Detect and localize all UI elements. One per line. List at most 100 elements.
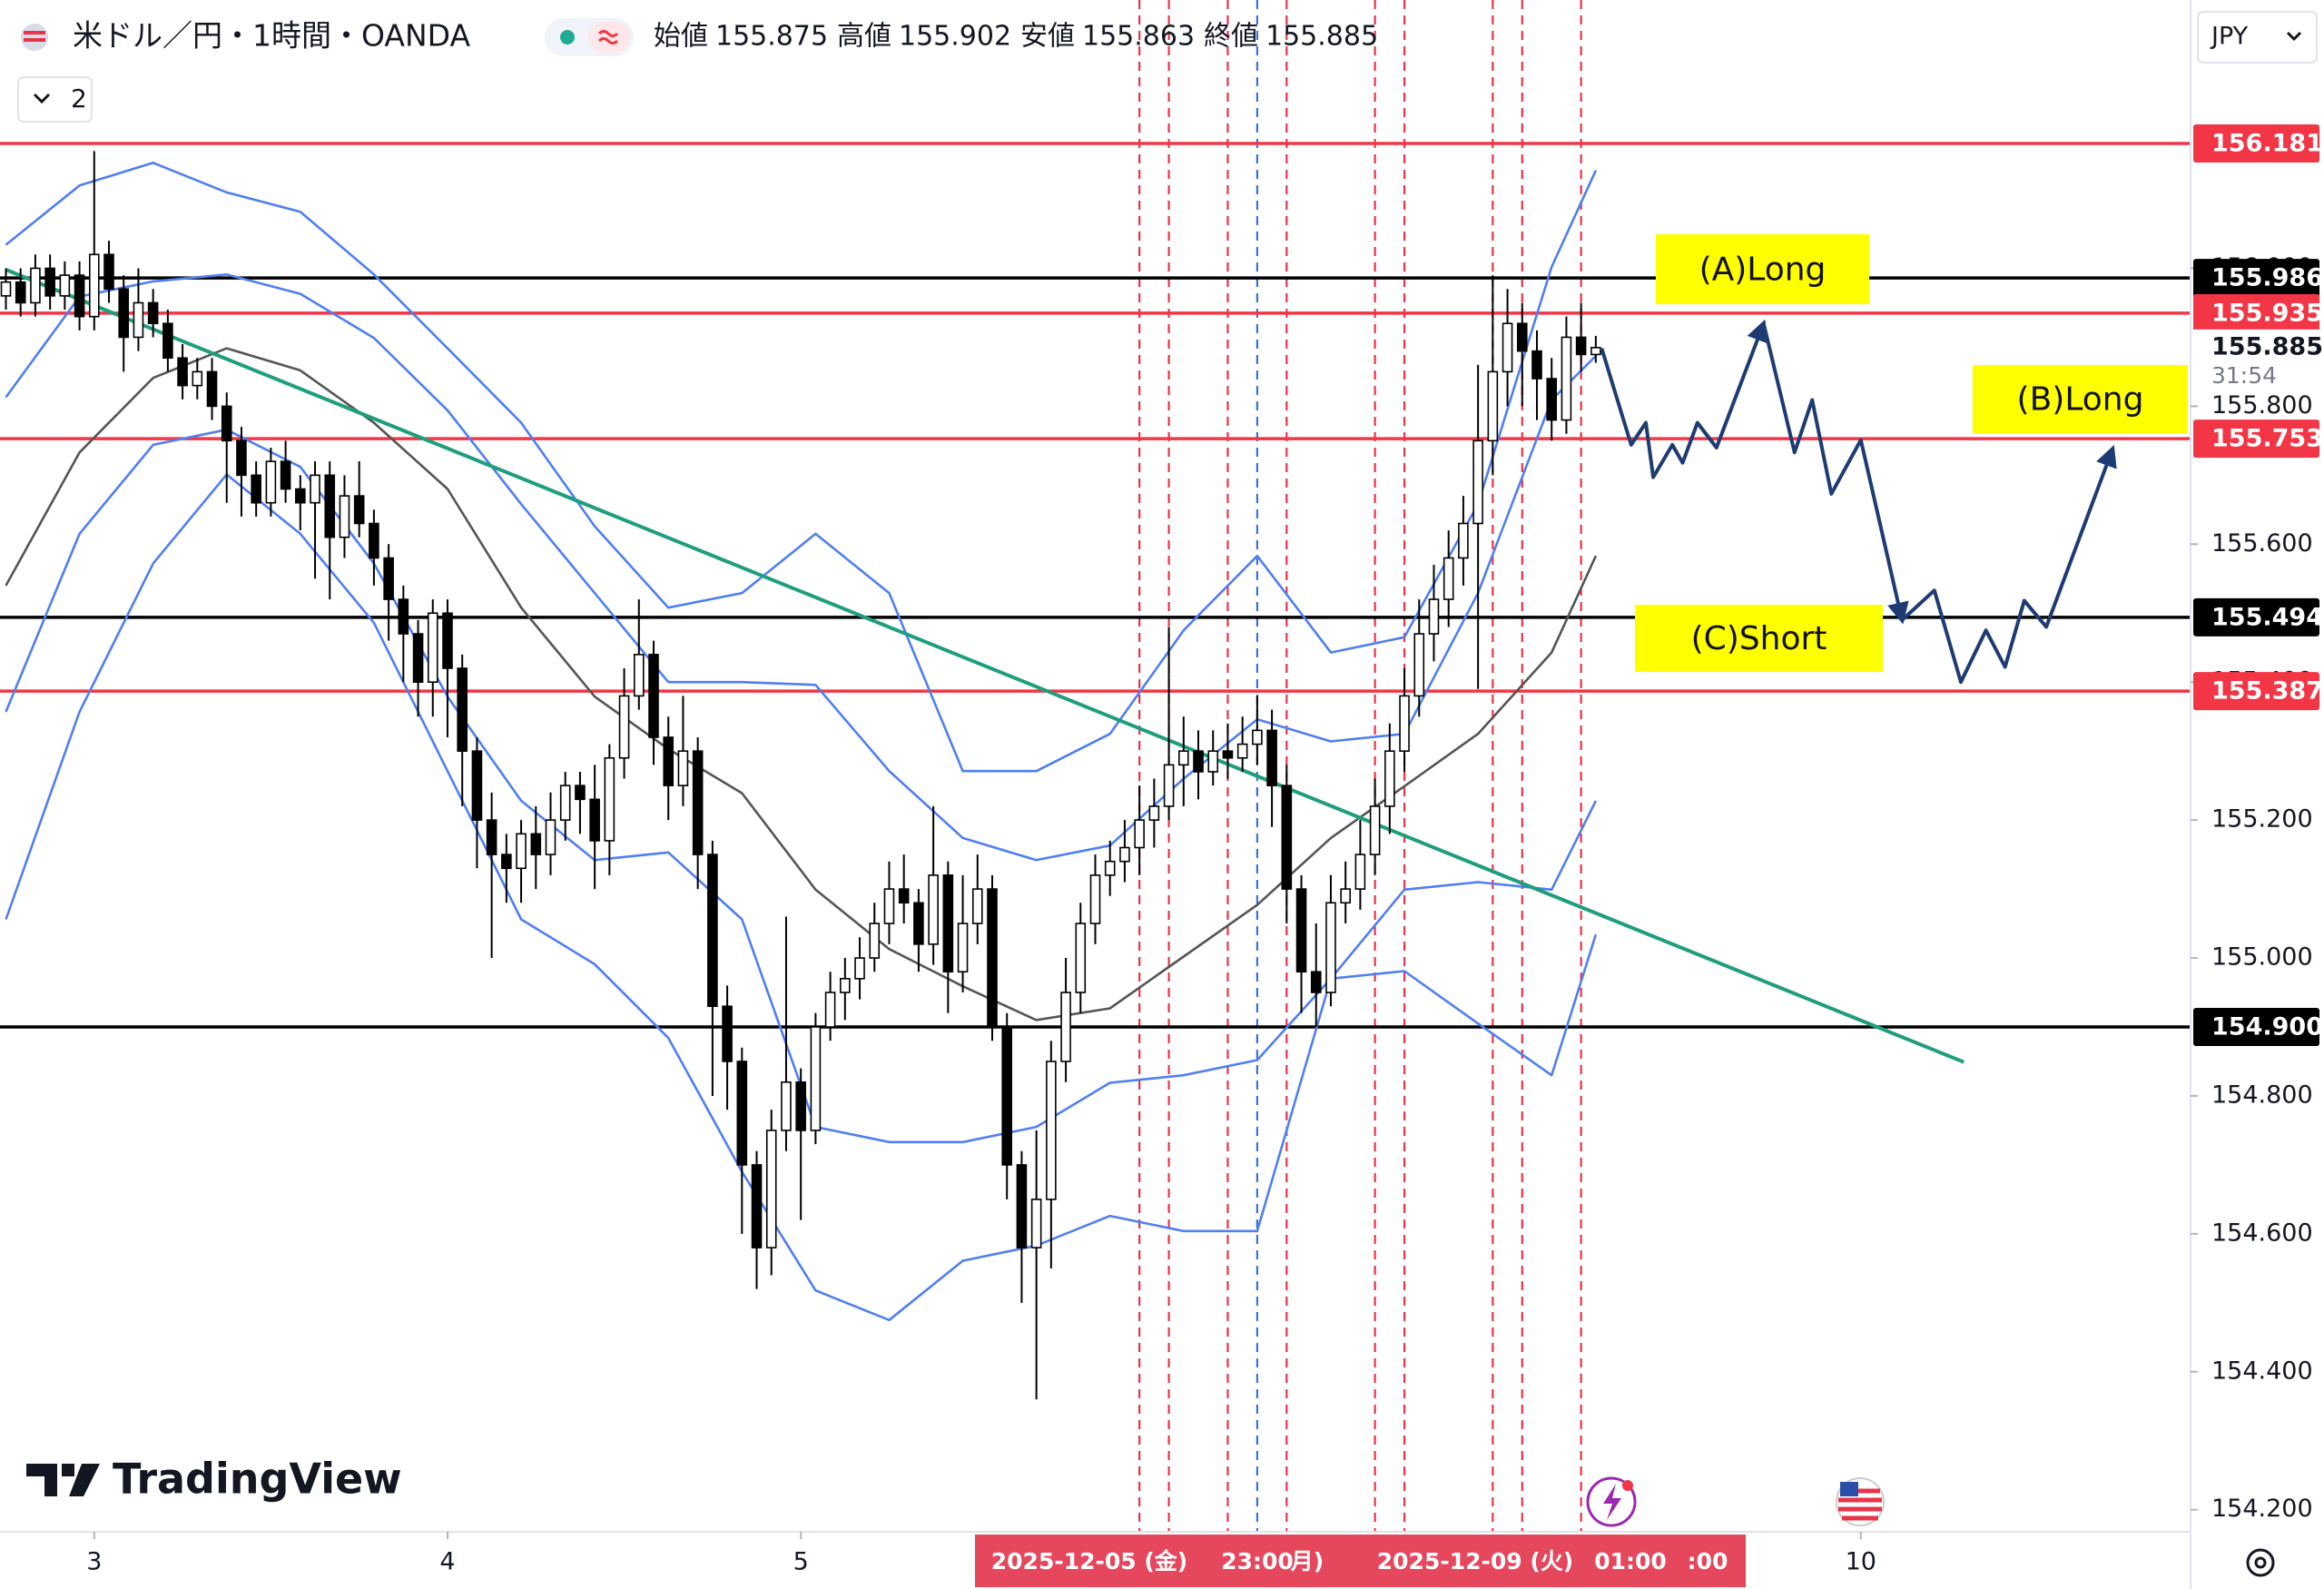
delay-icon <box>597 30 619 44</box>
candle-body <box>1177 750 1189 766</box>
candle-body <box>869 923 881 959</box>
candle-body <box>1134 819 1145 849</box>
candle-body <box>1030 1199 1042 1248</box>
candle-body <box>1458 522 1469 559</box>
brand: TradingView <box>26 1455 402 1504</box>
candle-body <box>353 495 365 525</box>
y-tick-label: 154.400 <box>2211 1357 2313 1385</box>
indicator-toggle[interactable] <box>17 76 93 123</box>
candle-body <box>1075 923 1087 993</box>
candle-body <box>339 495 350 538</box>
brand-name: TradingView <box>113 1455 402 1504</box>
time-highlight <box>975 1535 1746 1587</box>
flag-stripes <box>1838 1488 1882 1521</box>
candle-body <box>133 301 144 339</box>
candle-body <box>1516 322 1528 352</box>
candle-body <box>692 750 704 855</box>
candle-body <box>427 612 438 684</box>
candle-body <box>1575 336 1587 356</box>
candle-body <box>103 253 114 291</box>
candle-body <box>1428 598 1440 635</box>
ohlc-label: 始値 <box>654 21 708 53</box>
ohlc-value: 155.885 <box>1265 21 1378 53</box>
delay-badge <box>588 22 630 53</box>
candle-body <box>74 274 85 318</box>
candle-body <box>59 274 71 297</box>
candle-body <box>1443 557 1454 600</box>
currency-button[interactable] <box>2197 11 2318 64</box>
candle-body <box>30 267 41 304</box>
candle-body <box>501 854 512 870</box>
level-label: 155.935 <box>2211 299 2323 327</box>
price-label-box <box>2193 329 2319 390</box>
candle-body <box>618 695 630 759</box>
currency-label: JPY <box>2210 23 2249 51</box>
y-tick-label: 155.600 <box>2211 529 2313 558</box>
indicator-count: 2 <box>71 84 87 114</box>
candle-body <box>736 1061 748 1166</box>
candle-body <box>206 370 218 408</box>
candle-body <box>1001 1026 1013 1166</box>
candle-body <box>1193 750 1204 773</box>
candle-body <box>840 978 851 993</box>
y-tick-label: 154.600 <box>2211 1219 2313 1247</box>
candle-body <box>1295 888 1307 973</box>
candle-body <box>913 902 924 945</box>
candle-body <box>15 281 26 304</box>
level-label: 155.387 <box>2211 677 2323 706</box>
candle-body <box>1310 971 1322 993</box>
candle-body <box>369 522 379 559</box>
candle-body <box>1119 846 1130 863</box>
candle-body <box>118 288 130 339</box>
y-tick-label: 155.200 <box>2211 805 2313 834</box>
level-label-box <box>2193 293 2319 332</box>
y-tick-label: 154.200 <box>2211 1495 2313 1523</box>
settings-icon-center <box>2254 1556 2267 1569</box>
candle-body <box>1089 874 1101 924</box>
candle-body <box>177 357 188 387</box>
candle-body <box>722 1005 733 1062</box>
candle-body <box>442 612 453 669</box>
candle-body <box>987 888 998 1028</box>
candle-body <box>1531 350 1542 380</box>
chevron-icon <box>2286 31 2302 42</box>
candle-body <box>147 301 159 325</box>
x-tick-label: 5 <box>793 1548 809 1576</box>
candle-body <box>457 667 468 752</box>
candle-body <box>1016 1164 1028 1248</box>
candle-body <box>1369 805 1381 855</box>
candle-body <box>251 474 261 504</box>
candle-body <box>1148 805 1160 821</box>
x-tick-label: 10 <box>1846 1548 1876 1576</box>
symbol-icon-stripes <box>24 31 45 42</box>
candle-body <box>280 460 291 490</box>
candle-body <box>1472 439 1483 525</box>
annotation-box <box>1635 605 1883 672</box>
candle-body <box>0 281 12 297</box>
candle-body <box>677 750 689 786</box>
candle-body <box>1252 729 1263 745</box>
settings-icon[interactable] <box>2246 1548 2275 1577</box>
candle-body <box>707 854 718 1008</box>
candle-body <box>1590 347 1601 356</box>
candle-body <box>265 460 277 504</box>
candle-body <box>530 833 542 855</box>
candle-body <box>1399 695 1410 752</box>
candle-body <box>942 874 954 973</box>
candle-body <box>898 888 910 904</box>
candle-body <box>486 819 497 855</box>
price-axis <box>2191 0 2324 1589</box>
candle-body <box>751 1164 763 1248</box>
candle-body <box>221 405 232 442</box>
y-tick-label: 155.800 <box>2211 391 2313 419</box>
annotation-box <box>1973 365 2188 433</box>
candle-body <box>398 598 409 635</box>
level-label-box <box>2193 597 2319 637</box>
chevron-icon <box>33 93 51 104</box>
candle-body <box>928 874 939 945</box>
candle-body <box>545 819 556 855</box>
x-tick-label: 4 <box>439 1548 455 1576</box>
